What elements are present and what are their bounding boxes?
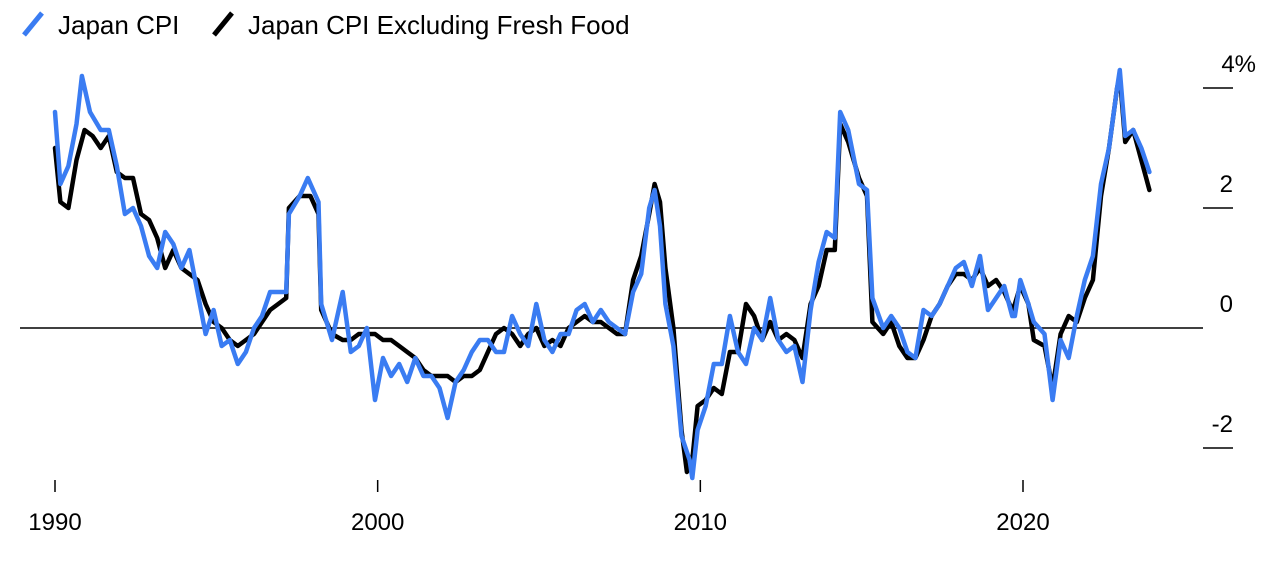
series-line-japan-cpi (52, 67, 1152, 481)
x-tick-label-2010: 2010 (674, 509, 727, 536)
legend-swatch-japan-cpi-ex-fresh-food (212, 11, 234, 37)
x-tick-label-1990: 1990 (28, 509, 81, 536)
y-tick-label-4: 4% (1221, 51, 1256, 78)
y-tick-label-minus-2: -2 (1212, 411, 1233, 438)
y-tick-label-2: 2 (1220, 171, 1233, 198)
legend-label-japan-cpi: Japan CPI (58, 10, 179, 40)
legend-label-japan-cpi-ex-fresh-food: Japan CPI Excluding Fresh Food (248, 10, 630, 40)
legend-item-japan-cpi-ex-fresh-food: Japan CPI Excluding Fresh Food (212, 10, 630, 40)
series-line-japan-cpi-ex-fresh-food (52, 73, 1152, 475)
legend-swatch-japan-cpi (22, 11, 44, 37)
y-tick-label-0: 0 (1220, 291, 1233, 318)
x-axis: 1990 2000 2010 2020 (28, 480, 1050, 536)
x-tick-label-2000: 2000 (351, 509, 404, 536)
legend: Japan CPI Japan CPI Excluding Fresh Food (22, 10, 630, 40)
x-tick-label-2020: 2020 (996, 509, 1049, 536)
series-layer (52, 67, 1152, 481)
legend-item-japan-cpi: Japan CPI (22, 10, 179, 40)
y-axis: 4% 2 0 -2 (1203, 51, 1256, 449)
